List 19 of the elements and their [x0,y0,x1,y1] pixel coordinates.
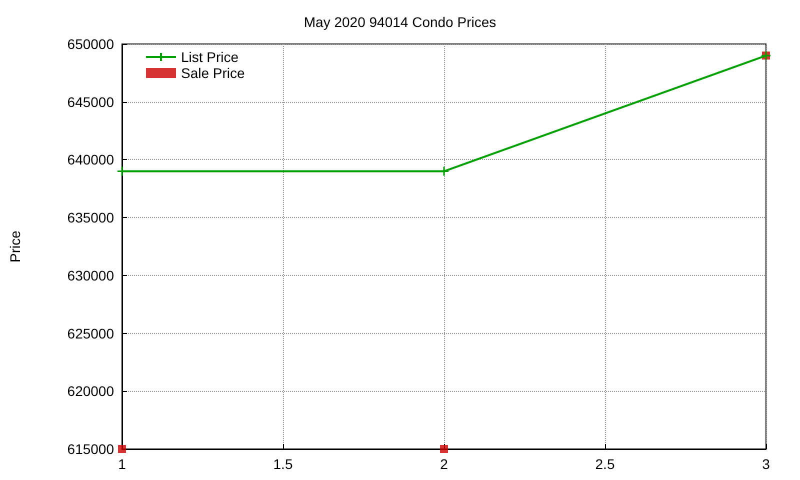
y-tick-label: 630000 [67,267,114,284]
y-axis-title: Price [7,230,23,262]
legend-label: Sale Price [181,65,246,81]
point [118,445,126,453]
x-tick-label: 3 [762,456,770,472]
x-tick-label: 1 [118,456,126,472]
y-tick-label: 640000 [67,152,114,168]
y-tick-label: 625000 [67,325,114,342]
point [440,445,448,453]
chart-title: May 2020 94014 Condo Prices [304,14,496,30]
y-tick-label: 620000 [67,383,114,400]
x-tick-label: 1.5 [273,456,293,472]
x-tick-label: 2.5 [595,456,615,472]
y-tick-label: 635000 [67,210,114,226]
y-tick-label: 615000 [67,441,114,457]
legend-label: List Price [181,49,239,65]
y-tick-label: 650000 [67,36,114,52]
y-tick-label: 645000 [67,94,114,110]
x-tick-label: 2 [440,456,448,472]
